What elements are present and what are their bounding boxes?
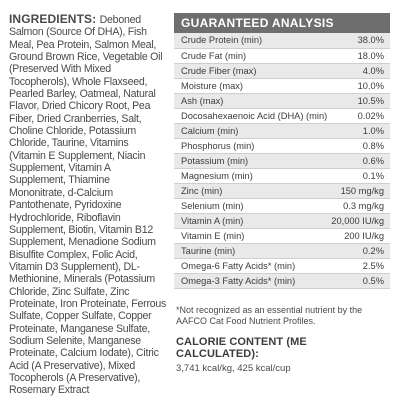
analysis-nutrient-value: 0.5% — [330, 273, 390, 289]
analysis-nutrient-value: 200 IU/kg — [330, 228, 390, 244]
analysis-row: Vitamin A (min) 20,000 IU/kg — [174, 213, 390, 229]
analysis-nutrient-name: Magnesium (min) — [174, 168, 331, 184]
analysis-nutrient-value: 20,000 IU/kg — [330, 213, 390, 229]
analysis-row: Magnesium (min) 0.1% — [174, 168, 390, 184]
analysis-nutrient-value: 150 mg/kg — [330, 183, 390, 199]
guaranteed-analysis-panel: GUARANTEED ANALYSIS Crude Protein (min) 3… — [174, 13, 390, 374]
analysis-nutrient-name: Potassium (min) — [174, 153, 331, 169]
analysis-nutrient-value: 0.1% — [330, 168, 390, 184]
analysis-row: Selenium (min) 0.3 mg/kg — [174, 198, 390, 214]
analysis-row: Moisture (max) 10.0% — [174, 78, 390, 94]
analysis-nutrient-name: Crude Fiber (max) — [174, 63, 331, 79]
analysis-nutrient-value: 10.5% — [330, 93, 390, 109]
analysis-nutrient-name: Vitamin E (min) — [174, 228, 331, 244]
analysis-nutrient-name: Omega-3 Fatty Acids* (min) — [174, 273, 331, 289]
guaranteed-analysis-table: Crude Protein (min) 38.0% Crude Fat (min) 1… — [174, 33, 390, 289]
analysis-row: Omega-6 Fatty Acids* (min) 2.5% — [174, 258, 390, 274]
calorie-value: 3,741 kcal/kg, 425 kcal/cup — [176, 362, 291, 374]
analysis-row: Calcium (min) 1.0% — [174, 123, 390, 139]
analysis-nutrient-value: 0.02% — [330, 108, 390, 124]
analysis-nutrient-name: Docosahexaenoic Acid (DHA) (min) — [174, 108, 331, 124]
analysis-nutrient-value: 10.0% — [330, 78, 390, 94]
analysis-nutrient-value: 18.0% — [330, 48, 390, 64]
analysis-nutrient-name: Phosphorus (min) — [174, 138, 331, 154]
ingredients-heading: INGREDIENTS: — [9, 12, 100, 26]
analysis-row: Phosphorus (min) 0.8% — [174, 138, 390, 154]
analysis-row: Ash (max) 10.5% — [174, 93, 390, 109]
guaranteed-analysis-title: GUARANTEED ANALYSIS — [174, 13, 390, 33]
analysis-nutrient-name: Moisture (max) — [174, 78, 331, 94]
analysis-row: Crude Fiber (max) 4.0% — [174, 63, 390, 79]
analysis-nutrient-name: Ash (max) — [174, 93, 331, 109]
analysis-nutrient-value: 2.5% — [330, 258, 390, 274]
analysis-nutrient-value: 0.3 mg/kg — [330, 198, 390, 214]
analysis-nutrient-name: Crude Fat (min) — [174, 48, 331, 64]
ingredients-block: INGREDIENTS: Deboned Salmon (Source Of D… — [9, 13, 167, 397]
analysis-nutrient-name: Vitamin A (min) — [174, 213, 331, 229]
analysis-row: Omega-3 Fatty Acids* (min) 0.5% — [174, 273, 390, 289]
analysis-row: Taurine (min) 0.2% — [174, 243, 390, 259]
ingredients-text: Deboned Salmon (Source Of DHA), Fish Mea… — [9, 14, 167, 397]
analysis-row: Crude Fat (min) 18.0% — [174, 48, 390, 64]
analysis-nutrient-name: Omega-6 Fatty Acids* (min) — [174, 258, 331, 274]
analysis-nutrient-name: Crude Protein (min) — [174, 33, 331, 49]
analysis-row: Vitamin E (min) 200 IU/kg — [174, 228, 390, 244]
analysis-row: Zinc (min) 150 mg/kg — [174, 183, 390, 199]
analysis-nutrient-value: 4.0% — [330, 63, 390, 79]
analysis-nutrient-value: 0.6% — [330, 153, 390, 169]
analysis-row: Crude Protein (min) 38.0% — [174, 33, 390, 49]
analysis-row: Potassium (min) 0.6% — [174, 153, 390, 169]
calorie-heading: CALORIE CONTENT (ME CALCULATED): — [176, 335, 307, 360]
analysis-row: Docosahexaenoic Acid (DHA) (min) 0.02% — [174, 108, 390, 124]
analysis-nutrient-name: Calcium (min) — [174, 123, 331, 139]
footnote: *Not recognized as an essential nutrient… — [176, 304, 363, 327]
analysis-nutrient-value: 1.0% — [330, 123, 390, 139]
analysis-nutrient-value: 0.2% — [330, 243, 390, 259]
analysis-nutrient-value: 38.0% — [330, 33, 390, 49]
analysis-nutrient-name: Selenium (min) — [174, 198, 331, 214]
analysis-nutrient-name: Taurine (min) — [174, 243, 331, 259]
analysis-nutrient-name: Zinc (min) — [174, 183, 331, 199]
analysis-nutrient-value: 0.8% — [330, 138, 390, 154]
